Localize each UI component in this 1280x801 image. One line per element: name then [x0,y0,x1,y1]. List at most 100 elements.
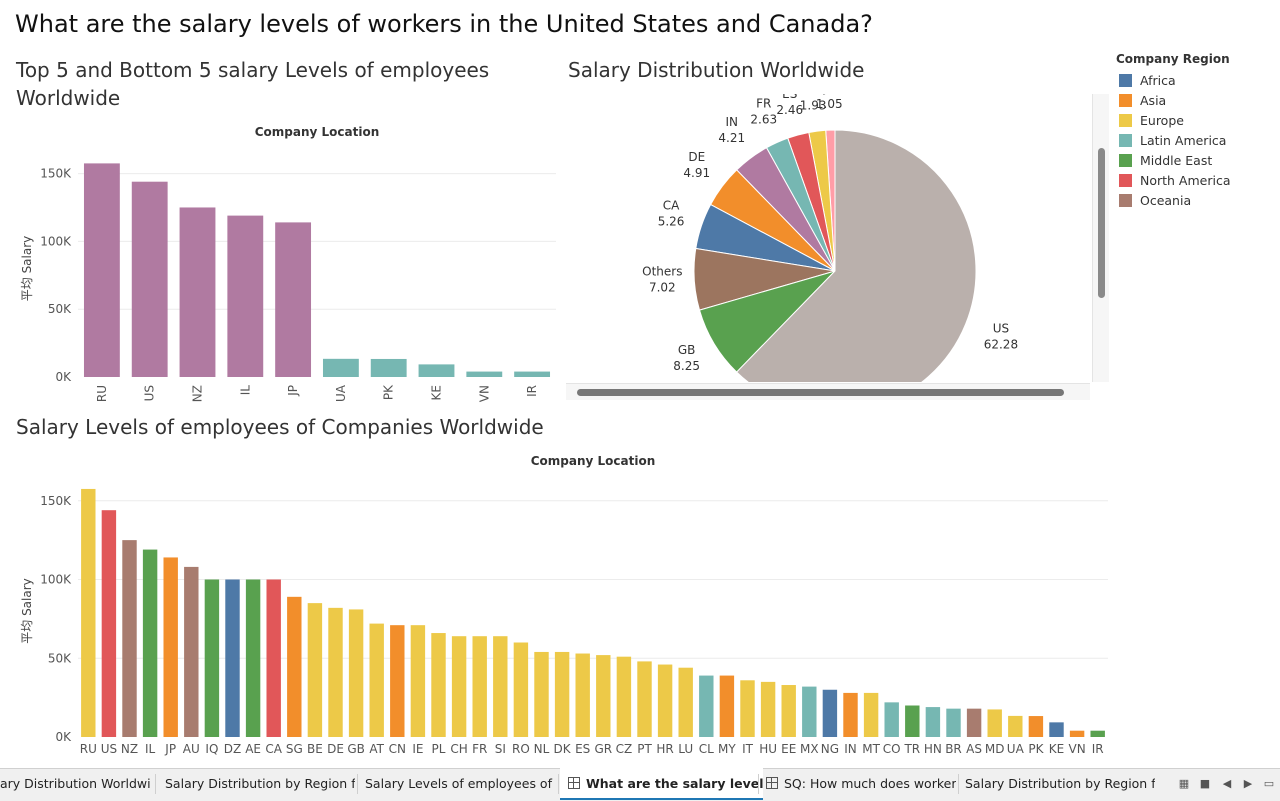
bar-ro [513,642,529,737]
legend-item[interactable]: Middle East [1116,150,1276,170]
bar-cz [616,656,632,737]
legend-item[interactable]: Latin America [1116,130,1276,150]
x-tick-label: VN [477,385,491,402]
legend-item[interactable]: Europe [1116,110,1276,130]
legend-item[interactable]: North America [1116,170,1276,190]
tab-label: ary Distribution Worldwide [0,776,150,791]
x-tick-label: CO [883,742,901,756]
chart-title-all-countries: Salary Levels of employees of Companies … [16,415,544,439]
tab-salary-distribution-by-region[interactable]: Salary Distribution by Region for... [165,768,355,800]
bar-ae [245,579,261,737]
pie-label: FR [756,96,771,110]
x-tick-label: IN [844,742,857,756]
tab-salary-distribution-by-region-2[interactable]: Salary Distribution by Region for... [965,768,1155,800]
pie-value-label: 7.02 [649,280,676,294]
bar-il [227,215,264,377]
x-tick-label: CZ [616,742,633,756]
bar-nl [534,651,549,737]
y-tick-label: 100K [40,234,72,248]
legend-item[interactable]: Asia [1116,90,1276,110]
bar-tr [905,705,920,737]
x-tick-label: IL [238,385,252,396]
x-tick-label: BR [945,742,962,756]
tab-label: Salary Levels of employees of Co... [365,776,555,791]
x-tick-label: MT [862,742,880,756]
bar-dk [554,651,570,737]
bar-hu [760,681,776,737]
x-tick-label: DZ [224,742,241,756]
tab-what-are-the-salary-levels-active[interactable]: What are the salary levels o... [560,768,763,800]
pie-vertical-scrollbar-thumb[interactable] [1098,148,1105,298]
bar-cl [699,675,714,737]
bar-ua [1008,715,1023,737]
x-tick-label: TR [903,742,920,756]
tab-divider [357,774,358,794]
tab-sq-how-much-does-workers[interactable]: SQ: How much does workers ... [766,768,956,800]
bar-si [493,636,508,737]
legend-item[interactable]: Oceania [1116,190,1276,210]
x-tick-label: AS [966,742,982,756]
pie-label: CA [663,199,680,213]
x-tick-label: JP [164,742,176,756]
y-tick-label: 100K [40,573,72,587]
tabs-view-icon[interactable]: ■ [1199,777,1211,790]
bar-ru [81,488,96,737]
bar-nz [179,207,216,377]
pie-value-label: 5.26 [658,215,685,229]
legend-label: Asia [1140,92,1167,108]
bar-pk [370,358,407,377]
bar-gr [596,655,611,737]
pie-label: ES [782,94,797,101]
pie-label: IN [726,115,739,129]
bar-ua [322,358,359,377]
presentation-mode-icon[interactable]: ▭ [1263,777,1275,790]
tab-salary-distribution-worldwide[interactable]: ary Distribution Worldwide [0,768,150,800]
y-tick-label: 150K [40,167,72,181]
pie-value-label: 4.21 [718,131,745,145]
tab-divider [958,774,959,794]
x-tick-label: PK [382,384,396,400]
y-axis-label: 平均 Salary [20,578,34,644]
region-legend: Company Region Africa Asia Europe Latin Ame… [1116,52,1276,210]
legend-item[interactable]: Africa [1116,70,1276,90]
legend-swatch [1119,93,1132,107]
bar-dz [225,579,240,737]
tab-label: Salary Distribution by Region for... [165,776,355,791]
legend-swatch [1119,113,1132,127]
x-tick-label: SI [495,742,506,756]
bar-ir [1090,730,1105,737]
x-tick-label: IR [1092,742,1104,756]
bar-us [131,181,168,377]
pie-label: Others [642,264,682,278]
bar-ng [822,689,838,737]
pie-horizontal-scrollbar-thumb[interactable] [577,389,1064,396]
x-tick-label: AU [183,742,200,756]
x-tick-label: CN [389,742,406,756]
x-tick-label: HU [759,742,777,756]
x-tick-label: LU [678,742,693,756]
next-tab-icon[interactable]: ▶ [1243,777,1253,790]
bar-pk [1028,716,1044,737]
x-tick-label: IT [742,742,754,756]
page-title: What are the salary levels of workers in… [15,10,873,38]
x-tick-label: ES [575,742,590,756]
pie-value-label: 2.63 [750,112,777,126]
x-tick-label: RU [95,385,109,402]
bar-lu [678,667,693,737]
tab-salary-levels-of-employees[interactable]: Salary Levels of employees of Co... [365,768,555,800]
bar-cn [390,625,405,737]
previous-tab-icon[interactable]: ◀ [1222,777,1232,790]
x-tick-label: UA [334,384,348,402]
bar-jp [163,557,178,737]
bar-iq [204,579,220,737]
bar-au [184,566,199,737]
filmstrip-view-icon[interactable]: ▦ [1178,777,1190,790]
x-tick-label: CL [699,742,714,756]
y-tick-label: 0K [55,370,72,384]
chart-header: Company Location [255,125,380,139]
bar-ie [410,625,426,737]
x-tick-label: GR [594,742,612,756]
pie-label: GB [678,343,696,357]
x-tick-label: CH [450,742,467,756]
bar-at [369,623,384,737]
